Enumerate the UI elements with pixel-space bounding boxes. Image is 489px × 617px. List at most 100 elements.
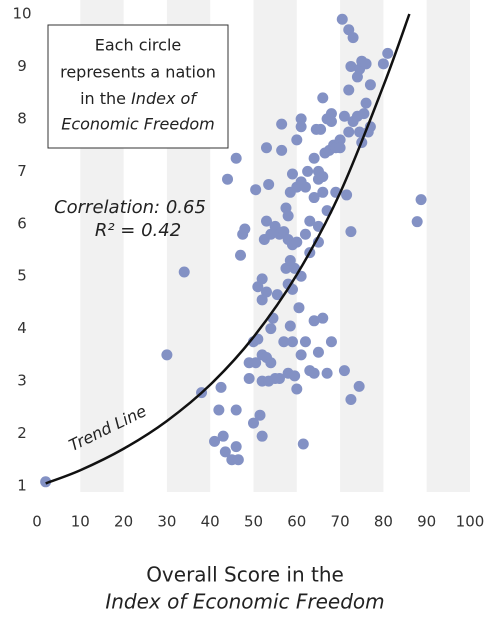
point	[308, 192, 320, 204]
point	[260, 215, 272, 227]
point	[284, 320, 296, 332]
correlation: Correlation: 0.65	[54, 197, 206, 218]
x-axis-title: Overall Score in the	[146, 563, 344, 587]
x-tick-label: 20	[114, 513, 133, 531]
point	[215, 381, 227, 393]
x-tick-label: 80	[374, 513, 393, 531]
point	[325, 336, 337, 348]
point	[250, 184, 262, 196]
point	[312, 346, 324, 358]
point	[178, 266, 190, 278]
y-tick-label: 7	[17, 162, 27, 180]
point	[377, 58, 389, 70]
point	[343, 126, 355, 138]
point	[260, 286, 272, 298]
point	[230, 404, 242, 416]
y-tick-label: 1	[17, 477, 27, 495]
annotation-box	[47, 24, 229, 149]
point	[321, 367, 333, 379]
point	[360, 97, 372, 109]
point	[289, 262, 301, 274]
point	[338, 365, 350, 377]
point	[382, 47, 394, 59]
point	[265, 323, 277, 335]
point	[254, 409, 266, 421]
x-tick-label: 40	[201, 513, 220, 531]
annotation-text: represents a nation	[60, 63, 216, 82]
point	[308, 315, 320, 327]
point	[286, 336, 298, 348]
point	[256, 273, 268, 285]
annotation-text: Each circle	[95, 36, 182, 55]
point	[360, 58, 372, 70]
point	[317, 92, 329, 104]
point	[308, 152, 320, 164]
y-tick-label: 9	[17, 57, 27, 75]
point	[336, 13, 348, 25]
point	[230, 152, 242, 164]
x-tick-label: 0	[32, 513, 42, 531]
point	[297, 438, 309, 450]
x-tick-label: 10	[71, 513, 90, 531]
point	[354, 126, 366, 138]
annotation-text: in the Index of	[80, 89, 198, 108]
x-tick-label: 30	[157, 513, 176, 531]
point	[256, 430, 268, 442]
point	[334, 142, 346, 154]
point	[334, 134, 346, 146]
y-tick-label: 8	[17, 109, 27, 127]
x-tick-label: 70	[331, 513, 350, 531]
point	[415, 194, 427, 206]
point	[411, 216, 423, 228]
y-tick-label: 6	[17, 214, 27, 232]
point	[341, 189, 353, 201]
annotation-text: in the	[80, 89, 131, 108]
x-tick-label: 50	[244, 513, 263, 531]
point	[230, 441, 242, 453]
point	[239, 223, 251, 235]
point	[276, 118, 288, 130]
y-tick-label: 2	[17, 424, 27, 442]
point	[289, 370, 301, 382]
point	[263, 178, 275, 190]
point	[217, 430, 229, 442]
point	[213, 404, 225, 416]
r-squared: R² = 0.42	[95, 220, 181, 241]
point	[209, 435, 221, 447]
point	[235, 249, 247, 261]
point	[299, 336, 311, 348]
point	[250, 357, 262, 369]
stripe	[426, 0, 470, 492]
x-tick-label: 90	[417, 513, 436, 531]
y-tick-label: 5	[17, 267, 27, 285]
point	[345, 393, 357, 405]
point	[291, 236, 303, 248]
point	[304, 215, 316, 227]
x-tick-label: 60	[287, 513, 306, 531]
point	[286, 168, 298, 180]
point	[40, 476, 52, 488]
point	[248, 417, 259, 429]
point	[265, 357, 277, 369]
point	[302, 165, 314, 177]
point	[317, 186, 329, 198]
point	[347, 32, 359, 44]
point	[338, 110, 350, 122]
point	[353, 380, 365, 392]
y-tick-label: 10	[12, 5, 31, 23]
point	[317, 171, 329, 183]
point	[273, 372, 285, 384]
point	[317, 312, 329, 324]
point	[295, 349, 307, 361]
point	[278, 336, 290, 348]
point	[325, 116, 337, 128]
point	[345, 226, 357, 238]
point	[345, 60, 357, 72]
point	[358, 108, 370, 120]
x-tick-label: 100	[456, 513, 485, 531]
point	[299, 181, 311, 193]
point	[243, 372, 255, 384]
point	[343, 84, 355, 96]
x-axis-title: Index of Economic Freedom	[105, 590, 384, 614]
